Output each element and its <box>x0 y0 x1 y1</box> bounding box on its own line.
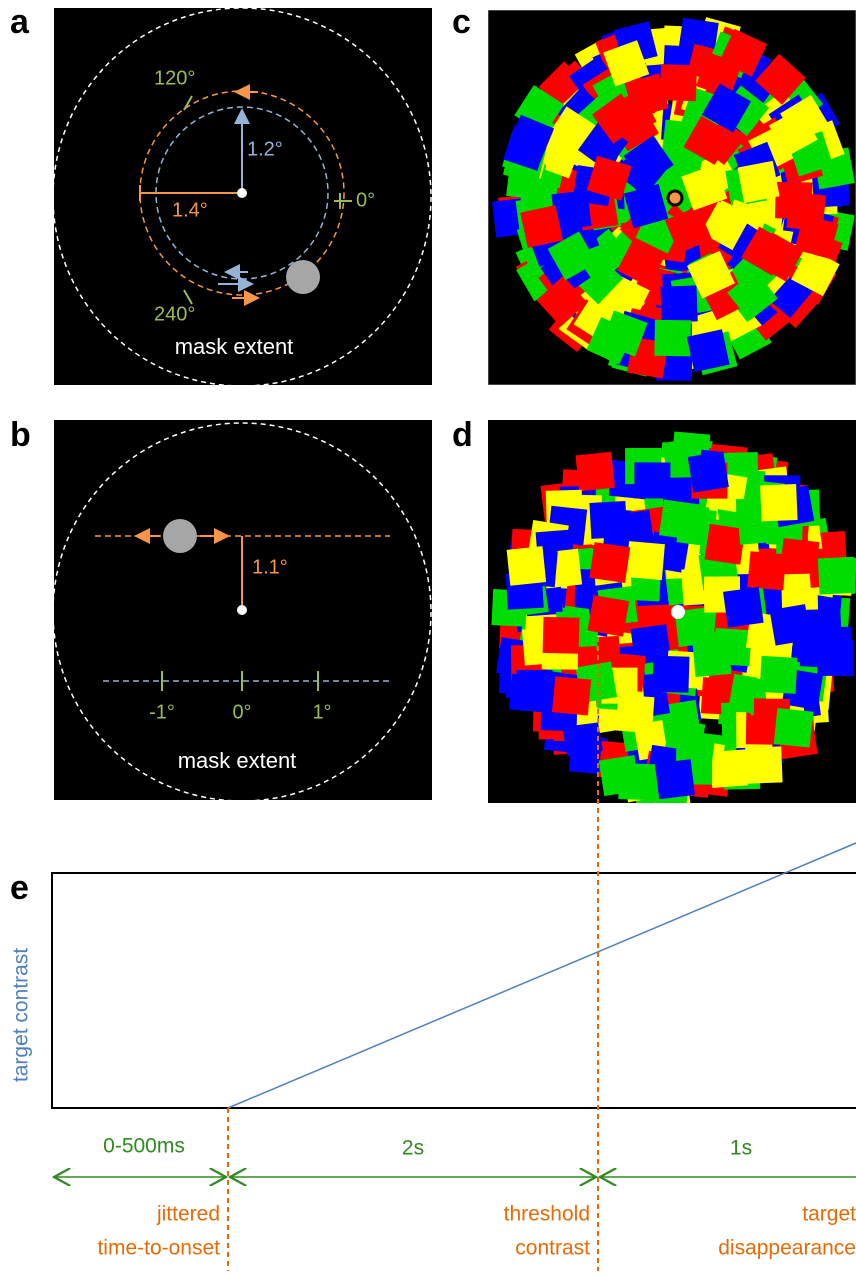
panel-label: b <box>10 416 31 454</box>
mosaic-square <box>626 541 665 580</box>
mosaic-square <box>787 192 827 232</box>
mosaic-square <box>710 749 749 788</box>
panel-a: 120° 1.2° 1.4° 0° 240° mask extent <box>53 8 432 386</box>
fixation <box>237 188 247 198</box>
interval-label: 2s <box>402 1137 424 1160</box>
mosaic-square <box>760 656 798 694</box>
mosaic-square <box>520 205 563 248</box>
mosaic-square <box>543 617 580 654</box>
mosaic-square <box>723 587 764 628</box>
mosaic-square <box>745 746 782 783</box>
angle-label: 240° <box>154 303 195 325</box>
mosaic-square <box>634 462 670 498</box>
panel-c <box>488 10 856 385</box>
angle-label: 0° <box>356 189 375 211</box>
tick-label: 1° <box>312 701 331 723</box>
radius-label: 1.4° <box>172 199 208 221</box>
tick-label: 0° <box>232 701 251 723</box>
event-label: jittered <box>156 1203 220 1226</box>
target <box>286 260 320 294</box>
mosaic-square <box>818 557 856 595</box>
target <box>163 519 197 553</box>
panel-b: 1.1° -1° 0° 1° mask extent <box>53 420 432 801</box>
mosaic-square <box>507 546 547 586</box>
panel-label: d <box>452 416 473 454</box>
mosaic-square <box>588 595 630 637</box>
fixation <box>671 605 685 619</box>
mosaic-square <box>770 604 812 646</box>
event-label: disappearance <box>718 1237 856 1260</box>
mosaic-square <box>760 484 797 521</box>
mosaic-square <box>509 674 548 713</box>
panel-d <box>488 420 856 808</box>
event-label: contrast <box>515 1237 590 1260</box>
mosaic-square <box>774 708 813 747</box>
fixation <box>237 605 247 615</box>
mosaic-square <box>655 759 695 799</box>
mosaic-square <box>660 64 697 101</box>
angle-label: 120° <box>154 67 195 89</box>
plot-box <box>52 873 856 1108</box>
interval-label: 0-500ms <box>103 1135 185 1158</box>
interval-label: 1s <box>730 1137 752 1160</box>
tick-label: -1° <box>149 701 175 723</box>
mask-label: mask extent <box>178 748 297 773</box>
mosaic-square <box>654 320 691 357</box>
mosaic-square <box>688 451 729 492</box>
mosaic-square <box>575 452 615 492</box>
mosaic-square <box>747 551 786 590</box>
fixation <box>668 191 682 205</box>
panel-label: a <box>10 3 30 41</box>
panel-label: c <box>452 3 471 41</box>
offset-label: 1.1° <box>252 556 288 578</box>
figure: a b c d e 120° 1.2° 1.4° 0° 240° mask ex… <box>0 0 856 1271</box>
y-label: target contrast <box>10 948 33 1082</box>
mosaic-square <box>589 542 630 583</box>
mosaic-square <box>737 161 779 203</box>
event-label: target <box>802 1203 856 1226</box>
mosaic-square <box>616 695 654 733</box>
mosaic-square <box>552 676 591 715</box>
radius-label: 1.2° <box>247 138 283 160</box>
event-label: threshold <box>504 1203 590 1226</box>
mosaic-square <box>660 285 697 322</box>
mosaic-square <box>687 329 730 372</box>
mask-label: mask extent <box>175 334 294 359</box>
panel-label: e <box>10 869 29 907</box>
event-label: time-to-onset <box>97 1237 220 1260</box>
mosaic-square <box>618 763 655 800</box>
